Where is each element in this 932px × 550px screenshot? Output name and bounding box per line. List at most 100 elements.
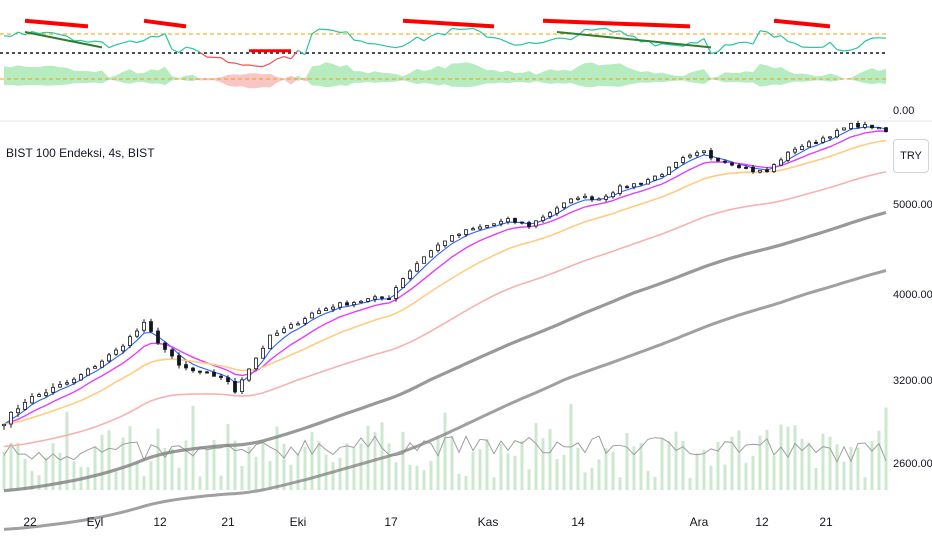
candle-body [884,127,888,133]
candle-body [394,287,398,299]
oscillator-segment [276,56,285,60]
oscillator-segment [675,44,684,47]
oscillator-segment [31,31,40,35]
candle-body [660,174,664,177]
candle-body [716,157,720,162]
volume-bar [856,447,860,490]
candle [604,194,608,202]
oscillator-segment [794,42,803,48]
volume-bar [520,440,524,490]
candle-body [632,183,636,188]
candle-body [23,401,27,410]
oscillator-segment [661,43,670,46]
volume-bar [688,477,692,490]
ma-line-2 [3,130,887,425]
volume-bar [646,470,650,490]
time-tick-label: 14 [571,515,585,529]
candle-body [2,423,6,427]
oscillator-segment [822,41,831,48]
candle-body [275,332,279,336]
candle [786,151,790,163]
volume-bar [884,407,888,490]
price-tick-label: 5000.00 [893,199,932,211]
candle-body [58,384,62,388]
volume-bar [23,458,27,490]
bearish-divergence-line [542,18,691,29]
oscillator-segment [528,41,537,45]
volume-bar [282,443,286,490]
price-axis: 2600.00 3200.00 4000.00 5000.00 [893,199,932,470]
candle [191,366,195,373]
volume-bar [359,443,363,490]
candle [527,220,531,229]
oscillator-segment [17,31,26,36]
candle [205,370,209,374]
candle [401,277,405,289]
candle-body [856,123,860,128]
oscillator-segment [612,30,621,33]
candle [772,163,776,174]
candle-body [86,368,90,376]
candle-body [205,371,209,374]
volume-bar [338,457,342,490]
candle-body [219,375,223,378]
candle [9,411,13,428]
volume-bar [653,476,657,490]
candle [625,184,629,189]
currency-button[interactable]: TRY [893,139,929,173]
candle-body [93,366,97,369]
candle [345,300,349,306]
candle [415,261,419,273]
candle [569,198,573,204]
candle-body [576,197,580,200]
candle [499,218,503,227]
candle-body [723,160,727,163]
bearish-divergence-line [402,18,495,29]
volume-bar [548,429,552,490]
candle [331,304,335,313]
candle-body [198,370,202,373]
volume-bar [394,462,398,490]
candle-body [30,396,34,404]
oscillator-segment [353,39,362,42]
candle-body [191,367,195,372]
candle [779,157,783,166]
volume-bar [807,442,811,490]
candle-body [450,235,454,242]
volume-bar [660,438,664,490]
candle-body [436,244,440,251]
oscillator-segment [143,35,152,42]
oscillator-segment [766,31,775,38]
candle-body [709,150,713,159]
candle-body [821,137,825,143]
volume-bar [58,452,62,490]
candle [660,173,664,177]
oscillator-segment [598,27,607,30]
candle-body [730,162,734,166]
oscillator-segment [248,64,257,67]
volume-bar [695,453,699,490]
candle [51,383,55,395]
time-tick-label: 12 [755,515,769,529]
volume-bar [275,426,279,490]
oscillator-segment [220,57,229,63]
candle [457,233,461,238]
volume-bar [709,465,713,490]
volume-bar [156,428,160,490]
candle [184,361,188,371]
candle [590,195,594,202]
candle [485,225,489,229]
volume-bar [170,448,174,490]
volume-bar [184,440,188,490]
candle-body [828,136,832,139]
candle [681,155,685,165]
time-tick-label: Eki [290,515,307,529]
candle [86,367,90,376]
oscillator-segment [101,41,110,49]
oscillator-segment [234,62,243,66]
oscillator-segment [325,28,334,31]
oscillator-segment [227,61,236,64]
candle [807,139,811,148]
candle [44,389,48,398]
volume-bar [800,438,804,490]
